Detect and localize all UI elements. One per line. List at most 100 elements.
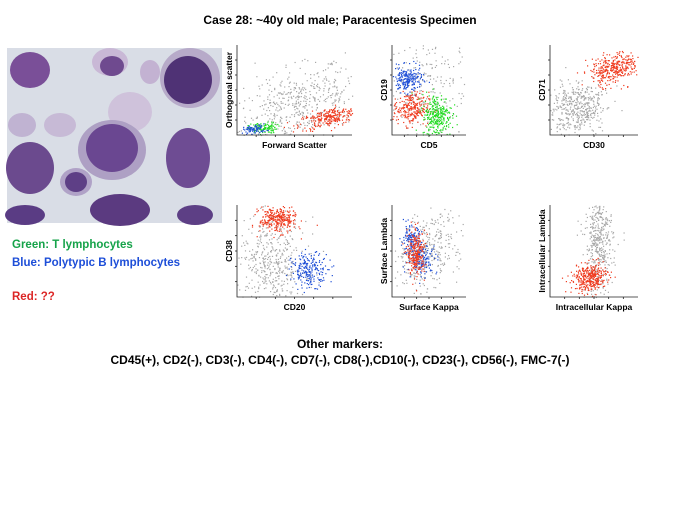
event-dot xyxy=(411,233,413,236)
event-dot xyxy=(583,99,585,101)
event-dot xyxy=(592,244,594,246)
event-dot xyxy=(586,115,588,117)
event-dot xyxy=(424,114,426,116)
event-dot xyxy=(334,95,336,97)
event-dot xyxy=(626,55,628,57)
event-dot xyxy=(414,250,416,252)
event-dot xyxy=(438,104,441,107)
event-dot xyxy=(338,101,340,103)
event-dot xyxy=(427,117,429,119)
event-dot xyxy=(414,228,416,230)
event-dot xyxy=(427,124,430,126)
event-dot xyxy=(419,240,421,242)
event-dot xyxy=(435,80,437,82)
event-dot xyxy=(593,262,595,264)
event-dot xyxy=(294,87,296,89)
event-dot xyxy=(301,60,303,62)
event-dot xyxy=(616,57,618,59)
event-dot xyxy=(612,69,614,71)
event-dot xyxy=(613,65,615,67)
event-dot xyxy=(290,254,292,256)
event-dot xyxy=(601,261,603,263)
event-dot xyxy=(595,264,597,267)
event-dot xyxy=(281,212,283,214)
event-dot xyxy=(261,219,264,221)
event-dot xyxy=(265,222,267,224)
event-dot xyxy=(262,277,264,279)
event-dot xyxy=(600,215,602,218)
event-dot xyxy=(429,111,432,113)
event-dot xyxy=(265,103,267,105)
event-dot xyxy=(572,119,574,122)
event-dot xyxy=(456,281,458,283)
event-dot xyxy=(326,115,328,117)
event-dot xyxy=(615,73,617,75)
event-dot xyxy=(260,134,262,137)
event-dot xyxy=(411,84,413,86)
event-dot xyxy=(627,67,629,70)
event-dot xyxy=(413,277,416,279)
event-dot xyxy=(592,226,594,228)
event-dot xyxy=(293,223,295,225)
event-dot xyxy=(443,120,445,122)
event-dot xyxy=(441,112,443,114)
event-dot xyxy=(596,207,598,209)
event-dot xyxy=(328,88,330,90)
event-dot xyxy=(591,240,593,242)
event-dot xyxy=(406,235,408,237)
event-dot xyxy=(598,238,600,240)
event-dot xyxy=(599,206,601,208)
event-dot xyxy=(587,86,589,88)
event-dot xyxy=(587,277,589,279)
event-dot xyxy=(594,234,596,237)
event-dot xyxy=(583,124,585,126)
event-dot xyxy=(615,72,617,74)
event-dot xyxy=(275,216,277,218)
event-dot xyxy=(334,123,336,125)
event-dot xyxy=(412,101,415,104)
event-dot xyxy=(597,63,600,65)
event-dot xyxy=(453,66,455,68)
event-dot xyxy=(433,278,435,280)
event-dot xyxy=(325,118,327,120)
event-dot xyxy=(339,119,341,122)
event-dot xyxy=(585,277,587,279)
event-dot xyxy=(263,222,265,224)
event-dot xyxy=(613,76,615,78)
event-dot xyxy=(586,108,588,110)
event-dot xyxy=(410,221,412,223)
event-dot xyxy=(314,87,316,89)
event-dot xyxy=(426,232,428,234)
event-dot xyxy=(245,122,247,124)
event-dot xyxy=(303,266,305,269)
event-dot xyxy=(311,268,313,270)
event-dot xyxy=(416,261,418,263)
event-dot xyxy=(437,101,439,103)
event-dot xyxy=(582,107,584,109)
event-dot xyxy=(577,96,579,98)
event-dot xyxy=(326,122,328,124)
event-dot xyxy=(399,97,402,99)
event-dot xyxy=(259,124,261,126)
event-dot xyxy=(448,220,450,222)
event-dot xyxy=(447,233,449,235)
event-dot xyxy=(595,107,597,109)
event-dot xyxy=(602,287,604,289)
event-dot xyxy=(416,258,418,260)
event-dot xyxy=(257,123,259,125)
event-dot xyxy=(278,125,280,127)
event-dot xyxy=(272,288,274,290)
event-dot xyxy=(435,46,437,48)
event-dot xyxy=(312,276,314,278)
event-dot xyxy=(580,106,583,108)
event-dot xyxy=(407,262,409,264)
event-dot xyxy=(350,109,352,111)
event-dot xyxy=(557,107,559,109)
event-dot xyxy=(603,245,605,247)
event-dot xyxy=(256,123,258,125)
event-dot xyxy=(273,223,275,225)
event-dot xyxy=(422,283,424,285)
event-dot xyxy=(417,250,419,253)
event-dot xyxy=(564,96,566,99)
event-dot xyxy=(283,126,285,128)
